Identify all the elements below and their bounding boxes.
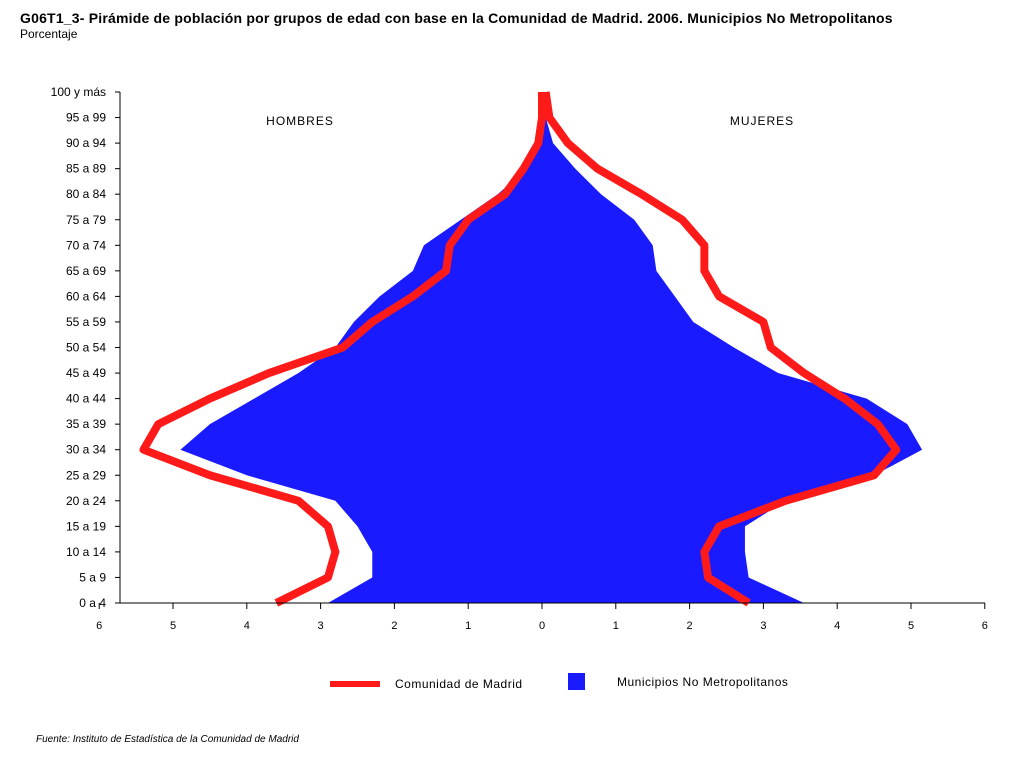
y-tick-label-80-a-84: 80 a 84	[66, 187, 106, 201]
y-tick-label-65-a-69: 65 a 69	[66, 264, 106, 278]
y-tick-label-20-a-24: 20 a 24	[66, 494, 106, 508]
x-tick-label-right-6: 6	[982, 620, 988, 632]
mujeres-label: MUJERES	[730, 114, 794, 128]
y-tick-label-25-a-29: 25 a 29	[66, 468, 106, 482]
chart-title: G06T1_3- Pirámide de población por grupo…	[20, 10, 893, 26]
chart-legend: Comunidad de Madrid Municipios No Metrop…	[330, 673, 788, 691]
y-tick-label-60-a-64: 60 a 64	[66, 289, 106, 303]
y-tick-label-45-a-49: 45 a 49	[66, 366, 106, 380]
x-tick-label-right-1: 1	[613, 620, 619, 632]
y-tick-label-30-a-34: 30 a 34	[66, 443, 106, 457]
x-tick-label-left-4: 4	[244, 620, 250, 632]
x-tick-label-right-5: 5	[908, 620, 914, 632]
x-tick-label-right-3: 3	[760, 620, 766, 632]
y-tick-label-50-a-54: 50 a 54	[66, 341, 106, 355]
y-tick-label-95-a-99: 95 a 99	[66, 111, 106, 125]
area-mujeres-municipios-no-metropolitanos	[542, 92, 923, 603]
x-tick-label-left-0: 0	[539, 620, 545, 632]
y-tick-label-75-a-79: 75 a 79	[66, 213, 106, 227]
x-tick-label-left-6: 6	[96, 620, 102, 632]
y-tick-label-10-a-14: 10 a 14	[66, 545, 106, 559]
legend-swatch-municipios-no-metropolitanos	[568, 673, 585, 690]
line-mujeres-comunidad-de-madrid	[541, 91, 901, 607]
y-tick-label-40-a-44: 40 a 44	[66, 392, 106, 406]
y-tick-label-15-a-19: 15 a 19	[66, 519, 106, 533]
legend-label-municipios-no-metropolitanos: Municipios No Metropolitanos	[617, 675, 788, 689]
y-tick-label-70-a-74: 70 a 74	[66, 238, 106, 252]
chart-source-note: Fuente: Instituto de Estadística de la C…	[36, 734, 299, 745]
legend-label-comunidad-de-madrid: Comunidad de Madrid	[395, 677, 523, 691]
x-tick-label-left-2: 2	[391, 620, 397, 632]
area-hombres-municipios-no-metropolitanos	[180, 92, 542, 603]
y-tick-label-100-y-mas: 100 y más	[51, 85, 106, 99]
x-tick-label-right-2: 2	[687, 620, 693, 632]
x-tick-label-right-4: 4	[834, 620, 840, 632]
chart-subtitle: Porcentaje	[20, 27, 78, 41]
y-tick-label-5-a-9: 5 a 9	[79, 570, 106, 584]
y-tick-label-0-a-4: 0 a 4	[79, 596, 106, 610]
y-tick-label-55-a-59: 55 a 59	[66, 315, 106, 329]
x-tick-label-left-3: 3	[318, 620, 324, 632]
hombres-label: HOMBRES	[266, 114, 334, 128]
x-tick-label-left-5: 5	[170, 620, 176, 632]
x-tick-label-left-1: 1	[465, 620, 471, 632]
line-hombres-comunidad-de-madrid	[139, 92, 546, 607]
y-tick-label-85-a-89: 85 a 89	[66, 162, 106, 176]
y-tick-label-90-a-94: 90 a 94	[66, 136, 106, 150]
y-tick-label-35-a-39: 35 a 39	[66, 417, 106, 431]
